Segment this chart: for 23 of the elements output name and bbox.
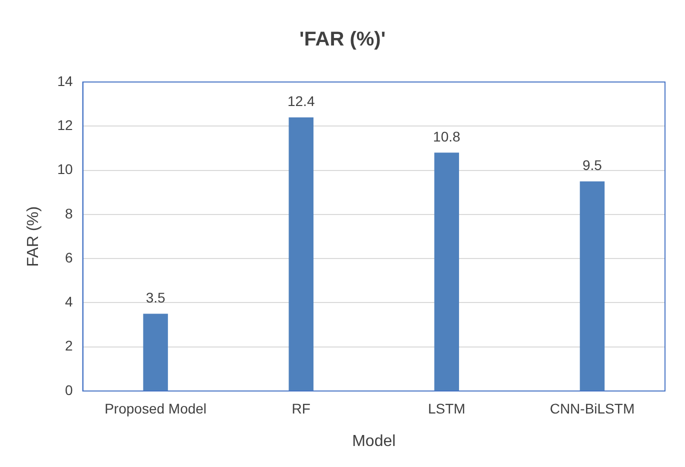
y-tick-label: 12 [57,117,73,133]
data-label: 10.8 [433,128,460,144]
data-label: 3.5 [146,290,166,306]
chart-title: 'FAR (%)' [299,28,386,51]
x-tick-label: Proposed Model [104,400,207,416]
x-tick-label: LSTM [428,400,466,416]
y-tick-label: 14 [57,72,73,89]
y-tick-label: 8 [64,205,73,222]
bar [434,152,460,390]
y-tick-label: 6 [64,249,73,266]
bar [143,314,168,390]
y-tick-label: 4 [64,294,73,310]
data-label: 12.4 [287,93,315,110]
y-tick-label: 10 [57,161,73,178]
data-label: 9.5 [582,157,602,174]
x-tick-label: CNN-BiLSTM [550,400,635,416]
bar [288,117,314,390]
bar [580,181,605,390]
y-axis-title: FAR (%) [25,206,42,267]
x-tick-label: RF [292,400,310,416]
y-tick-label: 2 [64,338,73,354]
y-tick-label: 0 [64,382,73,398]
x-axis-title: Model [352,432,396,450]
